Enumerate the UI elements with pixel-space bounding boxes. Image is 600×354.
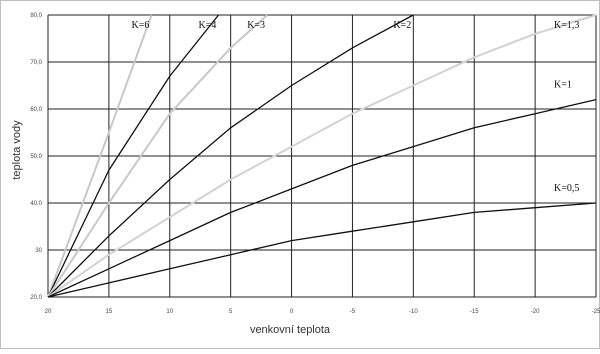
x-tick-label: 15 (106, 309, 113, 315)
x-tick-label: -5 (350, 309, 356, 315)
series-layer (47, 14, 597, 298)
x-tick-label: -10 (409, 309, 418, 315)
x-tick-label: 20 (45, 309, 52, 315)
series-label: K=2 (393, 20, 411, 31)
x-tick-label: -15 (470, 309, 479, 315)
series-label: K=4 (198, 20, 216, 31)
series-line-k-0-5 (47, 202, 597, 298)
y-tick-label: 40,0 (30, 201, 42, 207)
tick-labels: 20,0 30 40,0 50,0 60,0 70,0 80,0 20 15 10 5 0 -5 -10 -… (30, 13, 600, 315)
series-line-k-2 (47, 14, 414, 298)
series-line-k-6 (47, 14, 153, 298)
y-tick-label: 80,0 (30, 13, 42, 19)
series-label: K=1 (554, 80, 572, 91)
x-tick-label: 5 (229, 309, 233, 315)
series-label: K=1,3 (554, 20, 579, 31)
series-line-k-4 (47, 14, 220, 298)
series-line-k-1 (47, 98, 597, 298)
series-labels: K=6 K=4 K=3 K=2 K=1,3 K=1 K=0,5 (132, 20, 580, 194)
series-label: K=0,5 (554, 183, 579, 194)
y-tick-label: 50,0 (30, 154, 42, 160)
series-label: K=6 (132, 20, 150, 31)
x-tick-label: 10 (166, 309, 173, 315)
series-line-k-1-3 (47, 14, 597, 298)
y-tick-label: 30 (35, 248, 42, 254)
series-label: K=3 (247, 20, 265, 31)
x-tick-label: -20 (531, 309, 540, 315)
y-axis-title: teplota vody (11, 120, 23, 180)
x-tick-label: 0 (290, 309, 294, 315)
series-line-k-3 (47, 14, 268, 298)
y-tick-label: 70,0 (30, 60, 42, 66)
y-tick-label: 60,0 (30, 107, 42, 113)
x-axis-title: venkovní teplota (250, 324, 331, 336)
y-tick-label: 20,0 (30, 295, 42, 301)
x-tick-label: -25 (592, 309, 600, 315)
grid (47, 14, 597, 298)
